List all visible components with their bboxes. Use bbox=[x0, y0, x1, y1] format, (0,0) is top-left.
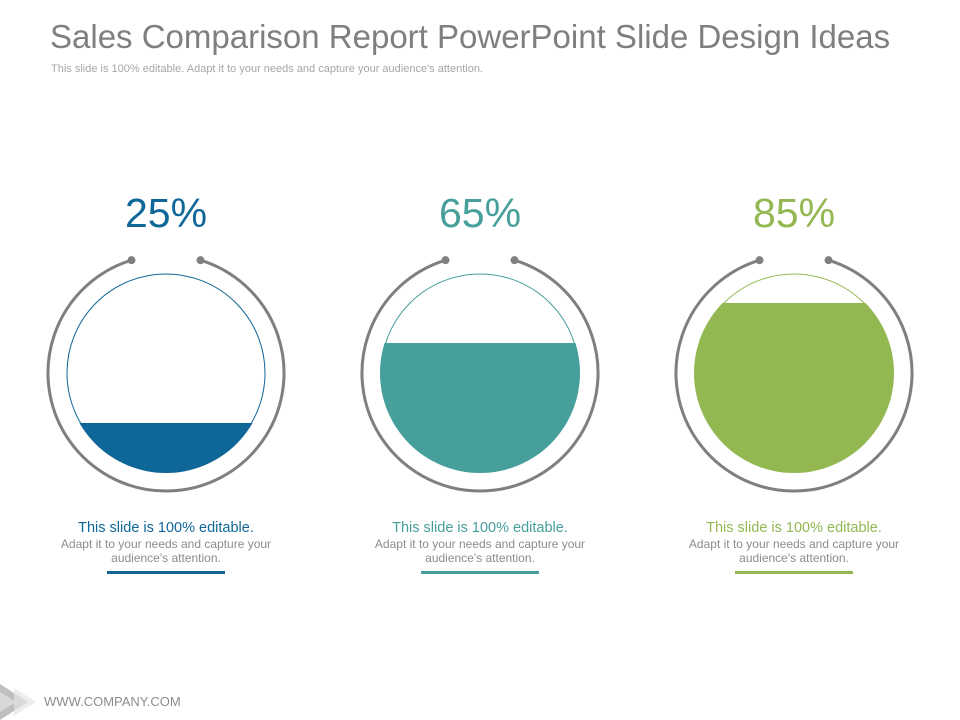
gauge-2-ring-dot-right bbox=[510, 256, 519, 265]
gauge-3: 85% This slide is 100% editable. Adapt i… bbox=[634, 185, 954, 585]
slide-subtitle: This slide is 100% editable. Adapt it to… bbox=[51, 63, 483, 75]
gauge-2-caption-body: Adapt it to your needs and capture your … bbox=[374, 537, 586, 565]
gauge-2: 65% This slide is 100% editable. Adapt i… bbox=[320, 185, 640, 585]
gauge-3-graphic bbox=[674, 256, 914, 493]
gauge-1-ring-dot-right bbox=[196, 256, 205, 265]
gauge-2-ring-dot-left bbox=[441, 256, 450, 265]
slide-title: Sales Comparison Report PowerPoint Slide… bbox=[50, 18, 891, 55]
gauge-1-fill bbox=[66, 423, 266, 473]
gauge-3-caption-body: Adapt it to your needs and capture your … bbox=[688, 537, 900, 565]
gauge-1-caption-body: Adapt it to your needs and capture your … bbox=[60, 537, 272, 565]
gauge-1-ring-dot-left bbox=[127, 256, 136, 265]
gauge-3-inner-outline bbox=[694, 273, 894, 473]
gauge-1-ring bbox=[46, 258, 286, 493]
gauge-1: 25% This slide is 100% editable. Adapt i… bbox=[6, 185, 326, 585]
gauge-2-graphic bbox=[360, 256, 600, 493]
gauge-2-underline bbox=[421, 571, 539, 574]
gauge-2-percent-label: 65% bbox=[438, 190, 522, 236]
gauge-3-ring bbox=[674, 258, 914, 493]
gauge-1-percent-label: 25% bbox=[124, 190, 208, 236]
gauge-1-inner-outline bbox=[66, 273, 266, 473]
company-logo-icon bbox=[0, 684, 36, 720]
gauge-3-ring-dot-left bbox=[755, 256, 764, 265]
gauge-3-percent-label: 85% bbox=[752, 190, 836, 236]
gauge-2-inner-outline bbox=[380, 273, 580, 473]
gauge-3-underline bbox=[735, 571, 853, 574]
gauge-1-graphic bbox=[46, 256, 286, 493]
footer-company-url: WWW.COMPANY.COM bbox=[44, 694, 181, 709]
gauge-3-fill bbox=[694, 303, 894, 473]
gauge-2-fill bbox=[380, 343, 580, 473]
gauge-3-ring-dot-right bbox=[824, 256, 833, 265]
gauge-2-caption-heading: This slide is 100% editable. bbox=[392, 520, 568, 536]
gauge-1-caption-heading: This slide is 100% editable. bbox=[78, 520, 254, 536]
gauge-1-underline bbox=[107, 571, 225, 574]
gauge-3-caption-heading: This slide is 100% editable. bbox=[706, 520, 882, 536]
gauge-2-ring bbox=[360, 258, 600, 493]
